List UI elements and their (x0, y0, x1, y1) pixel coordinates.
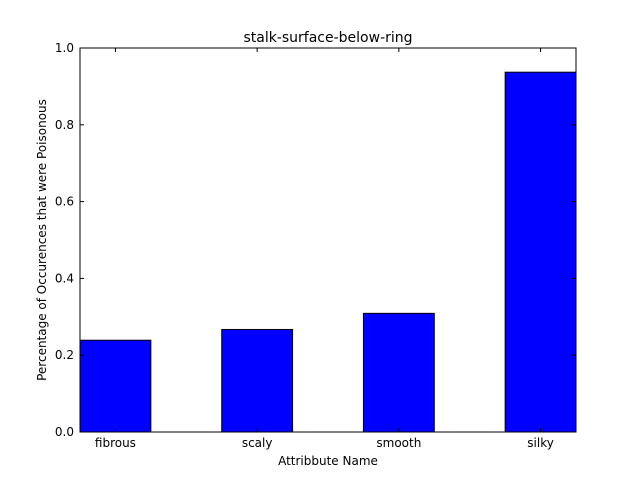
chart-title: stalk-surface-below-ring (243, 30, 412, 46)
x-tick-label: smooth (376, 436, 421, 450)
x-tick-label: scaly (242, 436, 273, 450)
bar-silky (504, 71, 577, 433)
y-tick-label: 0.4 (55, 271, 74, 285)
plot-area-frame (79, 47, 577, 433)
x-axis-ticks: fibrous scaly smooth silky (95, 48, 554, 450)
y-tick-label: 0.2 (55, 348, 74, 362)
y-tick-label: 1.0 (55, 41, 74, 55)
y-axis-ticks: 0.0 0.2 0.4 0.6 0.8 1.0 (55, 41, 576, 439)
bar-scaly (221, 328, 294, 433)
x-tick-label: fibrous (95, 436, 136, 450)
x-tick-label: silky (527, 436, 554, 450)
y-tick-label: 0.6 (55, 195, 74, 209)
y-tick-label: 0.8 (55, 118, 74, 132)
bars-group (79, 71, 577, 433)
x-axis-label: Attribbute Name (278, 454, 378, 468)
bar-fibrous (79, 339, 152, 433)
y-axis-label: Percentage of Occurences that were Poiso… (35, 99, 49, 381)
y-tick-label: 0.0 (55, 425, 74, 439)
bar-smooth (362, 312, 435, 433)
